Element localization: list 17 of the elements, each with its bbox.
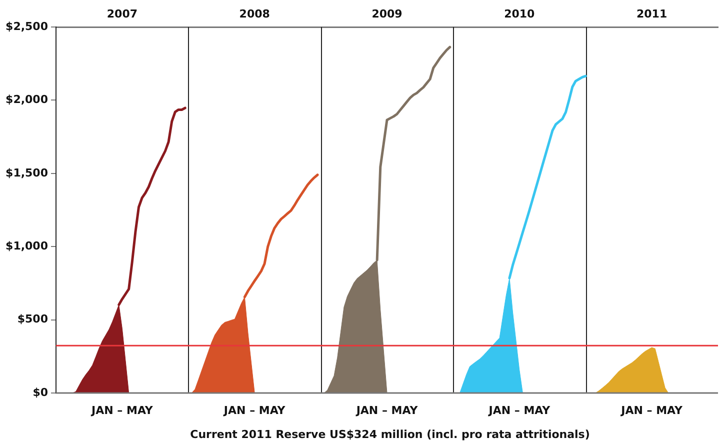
x-tick-label: 2011	[636, 7, 668, 20]
x-tick-label: 2009	[372, 7, 402, 20]
text: JAN – MAY	[356, 404, 418, 417]
x-tick-label: 2008	[239, 7, 270, 20]
y-tick-label: $500	[17, 312, 48, 326]
y-tick-label: $2,000	[6, 93, 48, 106]
y-tick-label: $2,500	[6, 20, 48, 33]
x-tick-label: 2007	[106, 7, 138, 20]
x-tick-label: 2010	[504, 7, 536, 20]
text: JAN – MAY	[488, 404, 550, 417]
y-tick-label: $1,000	[6, 239, 48, 252]
text: JAN – MAY	[224, 404, 286, 417]
text: Current 2011 Reserve US$324 million (incl. pro rata attritionals)	[190, 428, 590, 441]
text: JAN – MAY	[621, 404, 682, 417]
x-axis-title: JAN – MAY	[90, 404, 154, 417]
y-tick-label: $0	[32, 386, 48, 399]
y-tick-label: $1,500	[6, 166, 48, 180]
